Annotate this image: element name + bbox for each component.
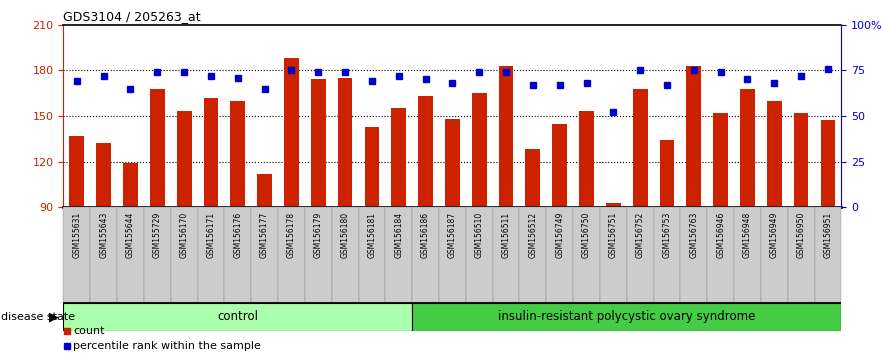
Bar: [311, 79, 326, 207]
Bar: [499, 66, 514, 207]
Text: GSM156749: GSM156749: [555, 212, 564, 258]
Bar: [70, 136, 85, 207]
Bar: [257, 174, 272, 207]
Bar: [63, 303, 412, 331]
Bar: [90, 207, 117, 303]
Text: GSM156752: GSM156752: [636, 212, 645, 258]
Bar: [552, 124, 567, 207]
Text: GSM156512: GSM156512: [529, 212, 537, 258]
Text: GSM156186: GSM156186: [421, 212, 430, 258]
Text: count: count: [73, 326, 105, 336]
Bar: [579, 112, 594, 207]
Text: GSM155643: GSM155643: [100, 212, 108, 258]
Bar: [574, 207, 600, 303]
Text: GSM156753: GSM156753: [663, 212, 671, 258]
Bar: [761, 207, 788, 303]
Text: GSM156763: GSM156763: [689, 212, 699, 258]
Bar: [788, 207, 815, 303]
Text: GSM156948: GSM156948: [743, 212, 752, 258]
Text: GSM155631: GSM155631: [72, 212, 81, 258]
Bar: [385, 207, 412, 303]
Bar: [466, 207, 492, 303]
Text: control: control: [218, 310, 258, 323]
Text: GSM156184: GSM156184: [394, 212, 403, 258]
Bar: [225, 207, 251, 303]
Bar: [626, 207, 654, 303]
Text: GSM156170: GSM156170: [180, 212, 189, 258]
Bar: [714, 113, 728, 207]
Text: GSM156178: GSM156178: [287, 212, 296, 258]
Bar: [600, 207, 626, 303]
Bar: [740, 88, 755, 207]
Bar: [284, 58, 299, 207]
Text: disease state: disease state: [1, 312, 75, 322]
Bar: [305, 207, 331, 303]
Bar: [231, 101, 245, 207]
Bar: [251, 207, 278, 303]
Text: GSM156187: GSM156187: [448, 212, 457, 258]
Bar: [418, 96, 433, 207]
Bar: [337, 78, 352, 207]
Bar: [144, 207, 171, 303]
Bar: [331, 207, 359, 303]
Text: percentile rank within the sample: percentile rank within the sample: [73, 342, 261, 352]
Bar: [707, 207, 734, 303]
Bar: [520, 207, 546, 303]
Bar: [472, 93, 486, 207]
Bar: [734, 207, 761, 303]
Bar: [177, 112, 191, 207]
Text: insulin-resistant polycystic ovary syndrome: insulin-resistant polycystic ovary syndr…: [498, 310, 755, 323]
Text: GSM156180: GSM156180: [341, 212, 350, 258]
Bar: [63, 207, 90, 303]
Text: GSM156949: GSM156949: [770, 212, 779, 258]
Bar: [794, 113, 809, 207]
Bar: [680, 207, 707, 303]
Bar: [633, 88, 648, 207]
Text: GSM156171: GSM156171: [206, 212, 216, 258]
Bar: [686, 66, 701, 207]
Bar: [606, 202, 621, 207]
Text: GSM156946: GSM156946: [716, 212, 725, 258]
Bar: [412, 303, 841, 331]
Bar: [365, 127, 380, 207]
Bar: [654, 207, 680, 303]
Bar: [445, 119, 460, 207]
Bar: [492, 207, 520, 303]
Bar: [412, 207, 439, 303]
Bar: [660, 140, 674, 207]
Text: GSM156177: GSM156177: [260, 212, 269, 258]
Bar: [525, 149, 540, 207]
Bar: [391, 108, 406, 207]
Bar: [117, 207, 144, 303]
Text: GSM156751: GSM156751: [609, 212, 618, 258]
Text: GSM156176: GSM156176: [233, 212, 242, 258]
Text: ▶: ▶: [49, 310, 59, 323]
Bar: [204, 98, 218, 207]
Text: GSM156951: GSM156951: [824, 212, 833, 258]
Text: GSM155644: GSM155644: [126, 212, 135, 258]
Bar: [278, 207, 305, 303]
Bar: [767, 101, 781, 207]
Text: GSM156511: GSM156511: [501, 212, 511, 258]
Text: GSM156750: GSM156750: [582, 212, 591, 258]
Bar: [815, 207, 841, 303]
Bar: [820, 120, 835, 207]
Bar: [96, 143, 111, 207]
Text: GSM156181: GSM156181: [367, 212, 376, 258]
Text: GSM156950: GSM156950: [796, 212, 805, 258]
Bar: [359, 207, 385, 303]
Bar: [439, 207, 466, 303]
Bar: [123, 163, 137, 207]
Bar: [197, 207, 225, 303]
Text: GSM156510: GSM156510: [475, 212, 484, 258]
Text: GSM156179: GSM156179: [314, 212, 322, 258]
Bar: [546, 207, 574, 303]
Bar: [150, 88, 165, 207]
Bar: [171, 207, 197, 303]
Text: GSM155729: GSM155729: [152, 212, 162, 258]
Text: GDS3104 / 205263_at: GDS3104 / 205263_at: [63, 10, 201, 23]
